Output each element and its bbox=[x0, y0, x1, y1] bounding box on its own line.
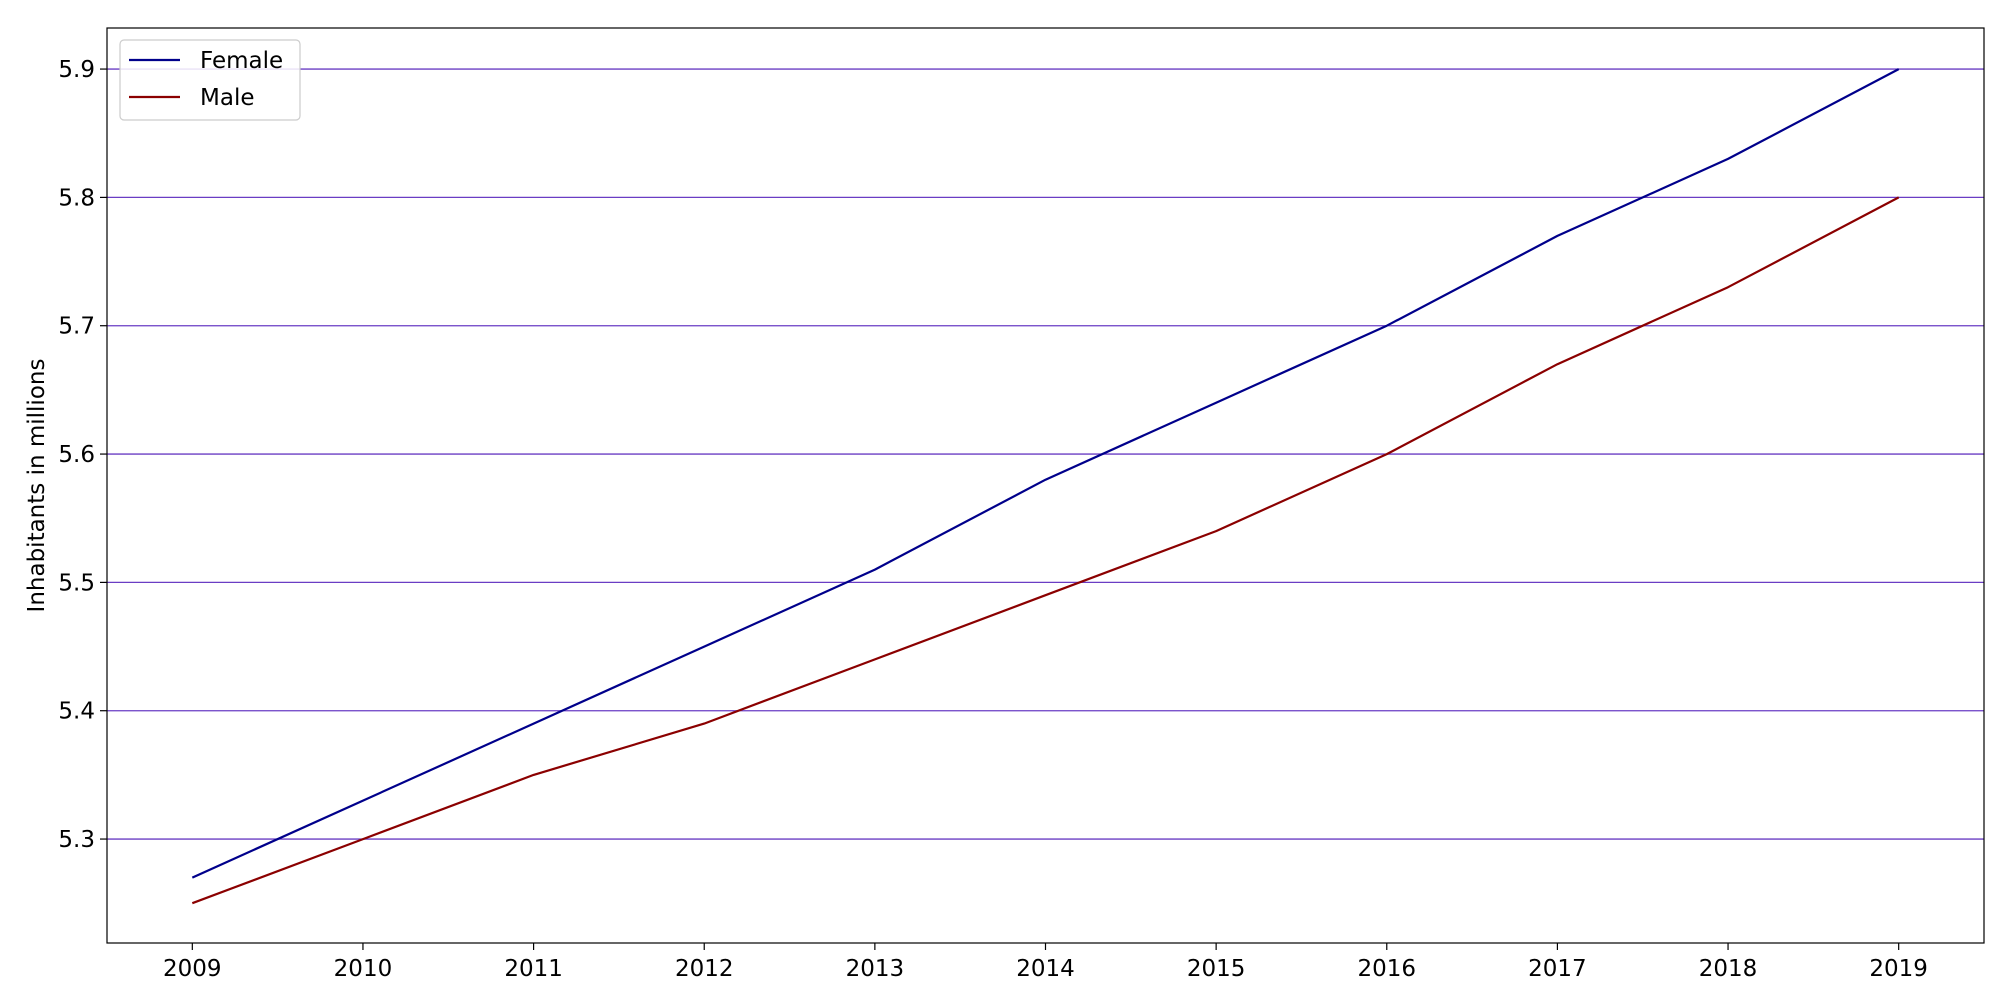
plot-frame bbox=[106, 27, 1985, 944]
x-tick-label: 2015 bbox=[1187, 956, 1246, 982]
y-axis-title: Inhabitants in millions bbox=[24, 359, 50, 613]
y-tick-label: 5.4 bbox=[58, 699, 95, 725]
x-axis: 2009 2010 2011 2012 2013 2014 2015 2016 2017 2018… bbox=[163, 943, 1928, 982]
y-tick-label: 5.3 bbox=[58, 827, 95, 853]
x-tick-label: 2012 bbox=[675, 956, 734, 982]
y-axis: 5.3 5.4 5.5 5.6 5.7 5.8 5.9 bbox=[58, 57, 107, 853]
y-tick-label: 5.6 bbox=[58, 442, 95, 468]
y-tick-label: 5.7 bbox=[58, 314, 95, 340]
x-tick-label: 2017 bbox=[1528, 956, 1587, 982]
y-tick-label: 5.5 bbox=[58, 570, 95, 596]
x-tick-label: 2014 bbox=[1016, 956, 1075, 982]
x-tick-label: 2019 bbox=[1869, 956, 1928, 982]
series-layer bbox=[191, 68, 1900, 905]
legend-label-male: Male bbox=[200, 85, 254, 111]
series-line-female bbox=[191, 68, 1900, 879]
series-line-male bbox=[191, 196, 1900, 905]
y-tick-label: 5.9 bbox=[58, 57, 95, 83]
x-tick-label: 2013 bbox=[846, 956, 905, 982]
x-tick-label: 2016 bbox=[1357, 956, 1416, 982]
legend-label-female: Female bbox=[200, 48, 283, 74]
x-tick-label: 2009 bbox=[163, 956, 222, 982]
y-tick-label: 5.8 bbox=[58, 185, 95, 211]
grid-layer bbox=[107, 68, 1984, 840]
x-tick-label: 2018 bbox=[1699, 956, 1758, 982]
x-tick-label: 2010 bbox=[334, 956, 393, 982]
legend: Female Male bbox=[119, 39, 301, 121]
x-tick-label: 2011 bbox=[504, 956, 563, 982]
